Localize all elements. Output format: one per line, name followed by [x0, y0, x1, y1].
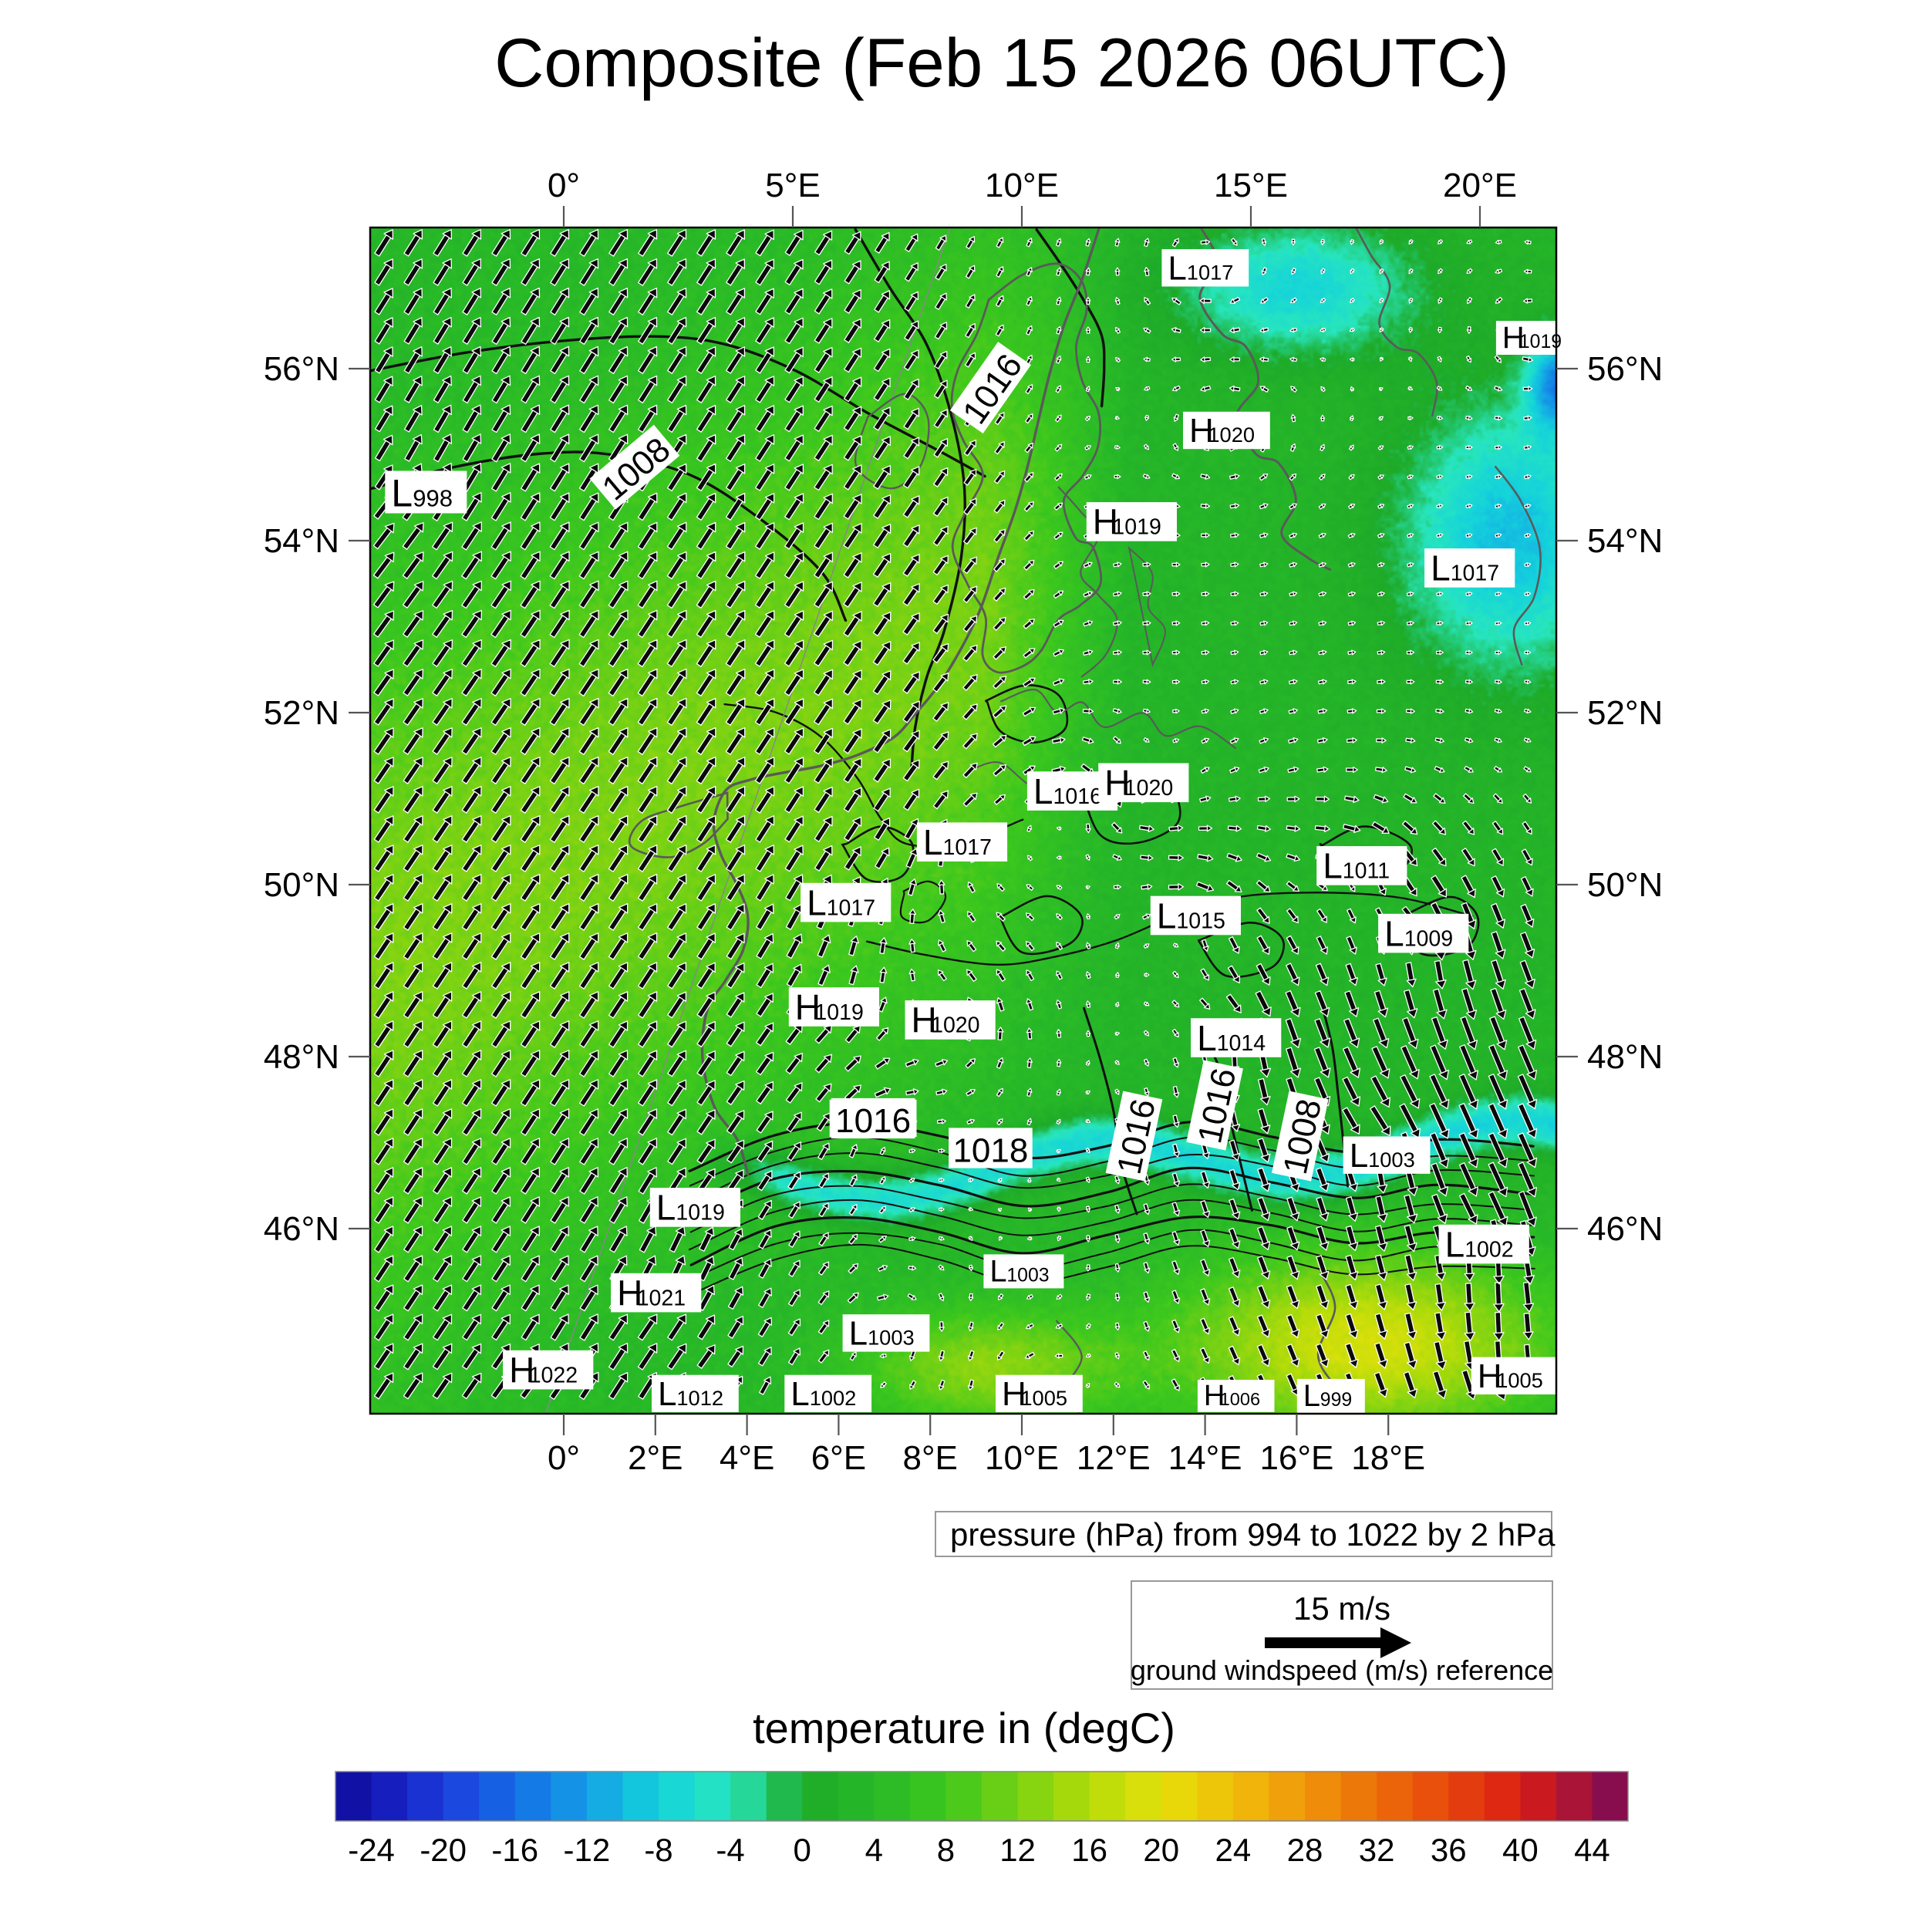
svg-text:L: L	[656, 1188, 676, 1228]
svg-text:4°E: 4°E	[720, 1439, 774, 1477]
svg-text:10°E: 10°E	[985, 1439, 1059, 1477]
svg-text:56°N: 56°N	[1587, 350, 1663, 388]
svg-text:1011: 1011	[1343, 859, 1390, 884]
svg-text:1002: 1002	[810, 1386, 857, 1410]
svg-text:1016: 1016	[835, 1102, 911, 1140]
svg-text:1005: 1005	[1020, 1386, 1067, 1410]
svg-text:-16: -16	[491, 1832, 538, 1868]
svg-text:50°N: 50°N	[264, 866, 339, 904]
svg-text:1019: 1019	[676, 1201, 724, 1226]
svg-text:-4: -4	[716, 1832, 744, 1868]
svg-text:-24: -24	[348, 1832, 395, 1868]
svg-text:2°E: 2°E	[628, 1439, 683, 1477]
svg-text:L: L	[1431, 548, 1451, 588]
svg-text:pressure (hPa) from 994 to 102: pressure (hPa) from 994 to 1022 by 2 hPa	[950, 1516, 1556, 1553]
svg-text:6°E: 6°E	[811, 1439, 866, 1477]
svg-text:18°E: 18°E	[1351, 1439, 1425, 1477]
svg-text:36: 36	[1431, 1832, 1467, 1868]
svg-text:1017: 1017	[943, 835, 992, 860]
svg-text:54°N: 54°N	[264, 522, 339, 560]
svg-text:14°E: 14°E	[1168, 1439, 1242, 1477]
svg-text:20: 20	[1143, 1832, 1179, 1868]
svg-text:L: L	[1303, 1379, 1320, 1413]
svg-text:1005: 1005	[1496, 1368, 1543, 1392]
svg-text:1017: 1017	[827, 895, 875, 920]
svg-text:Composite (Feb 15 2026 06UTC): Composite (Feb 15 2026 06UTC)	[494, 24, 1509, 101]
svg-text:54°N: 54°N	[1587, 522, 1663, 560]
svg-text:1019: 1019	[1112, 515, 1161, 540]
svg-text:1017: 1017	[1451, 561, 1499, 586]
svg-text:999: 999	[1320, 1390, 1352, 1411]
svg-text:998: 998	[413, 485, 453, 512]
svg-text:12°E: 12°E	[1077, 1439, 1151, 1477]
svg-text:ground windspeed (m/s) referen: ground windspeed (m/s) reference	[1131, 1654, 1553, 1686]
svg-text:L: L	[658, 1375, 676, 1413]
svg-text:5°E: 5°E	[765, 167, 820, 204]
svg-text:4: 4	[865, 1832, 883, 1868]
svg-text:1019: 1019	[814, 1000, 863, 1025]
svg-text:L: L	[989, 1254, 1006, 1288]
svg-text:44: 44	[1574, 1832, 1610, 1868]
svg-text:1014: 1014	[1217, 1031, 1266, 1056]
svg-text:temperature in (degC): temperature in (degC)	[753, 1704, 1175, 1752]
svg-text:52°N: 52°N	[1587, 694, 1663, 732]
svg-text:1022: 1022	[529, 1363, 578, 1387]
svg-text:0°: 0°	[548, 1439, 580, 1477]
svg-text:L: L	[1157, 895, 1177, 936]
svg-text:48°N: 48°N	[1587, 1038, 1663, 1076]
svg-text:-8: -8	[644, 1832, 672, 1868]
svg-text:1009: 1009	[1404, 926, 1453, 951]
svg-text:0°: 0°	[548, 167, 580, 204]
svg-text:1021: 1021	[637, 1286, 686, 1310]
svg-text:1020: 1020	[1208, 423, 1255, 447]
svg-text:L: L	[1168, 250, 1186, 288]
svg-text:1003: 1003	[1368, 1148, 1415, 1172]
svg-text:12: 12	[999, 1832, 1036, 1868]
svg-text:28: 28	[1287, 1832, 1323, 1868]
svg-text:1003: 1003	[868, 1326, 915, 1350]
svg-text:L: L	[1445, 1224, 1465, 1264]
svg-text:8°E: 8°E	[902, 1439, 957, 1477]
svg-text:10°E: 10°E	[985, 167, 1059, 204]
svg-text:1020: 1020	[1124, 776, 1173, 801]
svg-text:L: L	[391, 472, 413, 515]
svg-text:1016: 1016	[1053, 784, 1102, 809]
svg-text:46°N: 46°N	[1587, 1210, 1663, 1248]
svg-text:16°E: 16°E	[1259, 1439, 1333, 1477]
svg-text:15°E: 15°E	[1214, 167, 1288, 204]
svg-text:L: L	[1384, 913, 1404, 953]
svg-text:-20: -20	[420, 1832, 467, 1868]
svg-text:L: L	[1197, 1018, 1217, 1058]
svg-text:24: 24	[1215, 1832, 1252, 1868]
svg-text:1015: 1015	[1176, 909, 1225, 933]
svg-text:L: L	[923, 822, 943, 862]
svg-text:1017: 1017	[1187, 261, 1234, 285]
svg-text:40: 40	[1502, 1832, 1539, 1868]
svg-text:L: L	[790, 1375, 809, 1413]
svg-text:L: L	[849, 1315, 868, 1353]
svg-text:L: L	[1350, 1137, 1368, 1175]
svg-text:16: 16	[1071, 1832, 1107, 1868]
svg-text:50°N: 50°N	[1587, 866, 1663, 904]
svg-text:52°N: 52°N	[264, 694, 339, 732]
svg-text:46°N: 46°N	[264, 1210, 339, 1248]
svg-text:20°E: 20°E	[1443, 167, 1517, 204]
svg-text:32: 32	[1359, 1832, 1395, 1868]
svg-text:1003: 1003	[1006, 1265, 1049, 1286]
svg-text:L: L	[807, 882, 827, 922]
svg-text:1020: 1020	[931, 1013, 979, 1038]
svg-text:1002: 1002	[1465, 1237, 1513, 1262]
svg-text:15 m/s: 15 m/s	[1293, 1590, 1390, 1627]
svg-text:1006: 1006	[1220, 1389, 1260, 1409]
svg-text:L: L	[1033, 771, 1053, 811]
svg-text:1018: 1018	[952, 1131, 1028, 1169]
svg-text:48°N: 48°N	[264, 1038, 339, 1076]
svg-text:L: L	[1323, 846, 1343, 886]
svg-text:8: 8	[937, 1832, 955, 1868]
svg-text:0: 0	[794, 1832, 811, 1868]
svg-text:1012: 1012	[676, 1386, 723, 1410]
svg-text:-12: -12	[564, 1832, 611, 1868]
svg-text:56°N: 56°N	[264, 350, 339, 388]
